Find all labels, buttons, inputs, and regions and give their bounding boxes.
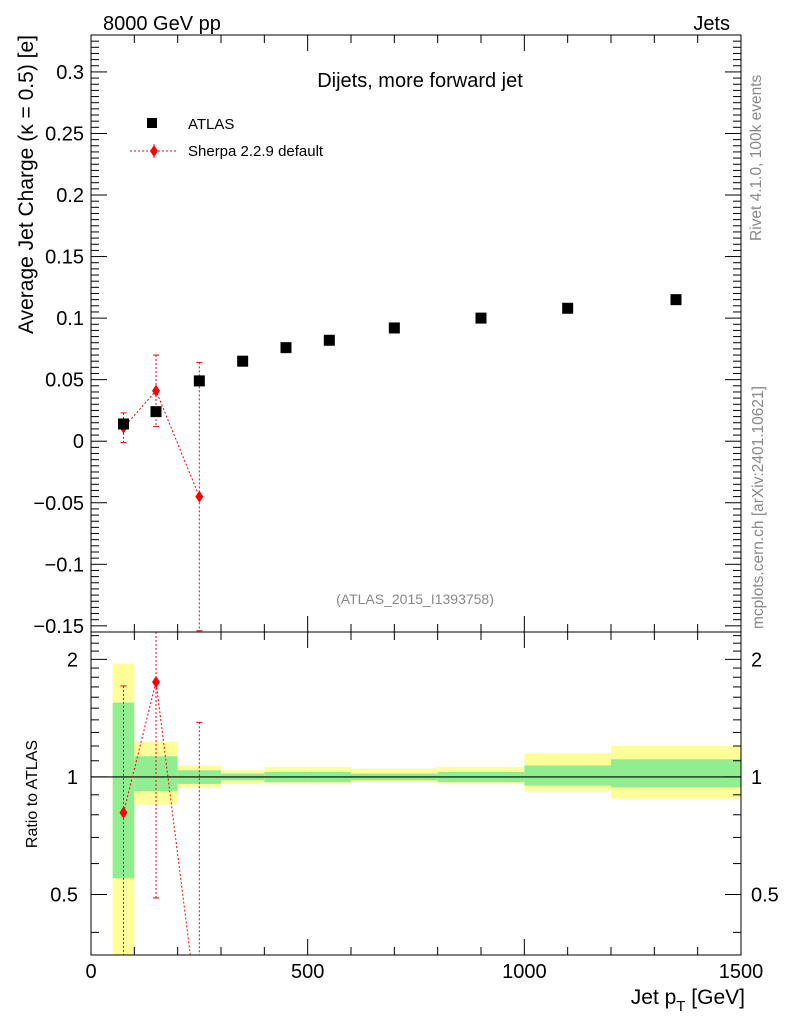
ratio-y-tick-labels: 2 2 1 1 0.5 0.5 xyxy=(50,649,779,906)
atlas-point xyxy=(388,322,400,334)
atlas-point xyxy=(670,294,682,306)
ratio-stat-band xyxy=(524,765,611,786)
rivet-version-label: Rivet 4.1.0, 100k events xyxy=(748,74,765,241)
ratio-sherpa-line xyxy=(123,681,191,956)
atlas-point xyxy=(475,312,487,324)
ratio-axis-ticks xyxy=(90,632,742,955)
ratio-y-tick-label-right: 2 xyxy=(751,649,762,671)
y-tick-label: 0.2 xyxy=(56,185,84,207)
ratio-y-tick-label-left: 1 xyxy=(67,767,78,789)
atlas-point xyxy=(562,302,574,314)
mcplots-source-label: mcplots.cern.ch [arXiv:2401.10621] xyxy=(750,386,767,629)
plot-title: Dijets, more forward jet xyxy=(317,70,523,92)
x-axis-title: Jet pT [GeV] xyxy=(631,986,745,1015)
y-tick-label: 0 xyxy=(73,431,84,453)
atlas-point xyxy=(118,418,129,430)
x-tick-labels: 0 500 1000 1500 xyxy=(85,961,763,983)
main-axis-ticks xyxy=(90,34,742,632)
x-tick-label: 1000 xyxy=(502,961,547,983)
legend-atlas-label: ATLAS xyxy=(188,116,234,133)
ratio-y-tick-label-left: 0.5 xyxy=(50,885,78,907)
y-axis-title: Average Jet Charge (κ = 0.5) [e] xyxy=(15,35,38,334)
ratio-y-tick-label-right: 0.5 xyxy=(751,885,779,907)
atlas-point xyxy=(323,334,335,346)
legend: ATLAS Sherpa 2.2.9 default xyxy=(130,116,324,160)
x-tick-label: 0 xyxy=(85,961,96,983)
y-tick-label: 0.1 xyxy=(56,308,84,330)
y-tick-label: −0.15 xyxy=(33,616,84,638)
y-tick-label: −0.1 xyxy=(45,554,84,576)
atlas-series xyxy=(118,294,682,430)
ratio-sherpa-point xyxy=(119,806,128,819)
y-tick-label: −0.05 xyxy=(33,493,84,515)
ratio-stat-band xyxy=(611,759,741,788)
x-tick-label: 500 xyxy=(291,961,324,983)
main-y-tick-labels: 0.3 0.25 0.2 0.15 0.1 0.05 0 −0.05 −0.1 −0.15 xyxy=(33,62,84,638)
atlas-point xyxy=(150,406,162,418)
legend-sherpa-marker xyxy=(150,145,158,157)
atlas-point xyxy=(280,342,292,354)
sherpa-point xyxy=(152,384,160,397)
analysis-label: (ATLAS_2015_I1393758) xyxy=(336,591,494,607)
ratio-plot-frame xyxy=(90,631,742,956)
y-tick-label: 0.15 xyxy=(45,247,84,269)
y-tick-label: 0.25 xyxy=(45,123,84,145)
ratio-sherpa-point xyxy=(152,676,160,689)
sherpa-series xyxy=(119,354,204,632)
header-left: 8000 GeV pp xyxy=(103,13,221,35)
sherpa-point xyxy=(195,490,204,503)
atlas-point xyxy=(193,375,205,387)
header-right: Jets xyxy=(693,13,730,35)
ratio-sherpa-series xyxy=(119,632,203,956)
atlas-point xyxy=(237,355,249,367)
ratio-y-tick-label-right: 1 xyxy=(751,767,762,789)
ratio-y-tick-label-left: 2 xyxy=(67,649,78,671)
y-tick-label: 0.05 xyxy=(45,370,84,392)
legend-sherpa-label: Sherpa 2.2.9 default xyxy=(188,143,324,160)
ratio-uncertainty-bands xyxy=(112,663,741,955)
legend-atlas-marker xyxy=(147,118,157,128)
x-tick-label: 1500 xyxy=(719,961,764,983)
ratio-y-axis-title: Ratio to ATLAS xyxy=(24,740,41,848)
y-tick-label: 0.3 xyxy=(56,62,84,84)
